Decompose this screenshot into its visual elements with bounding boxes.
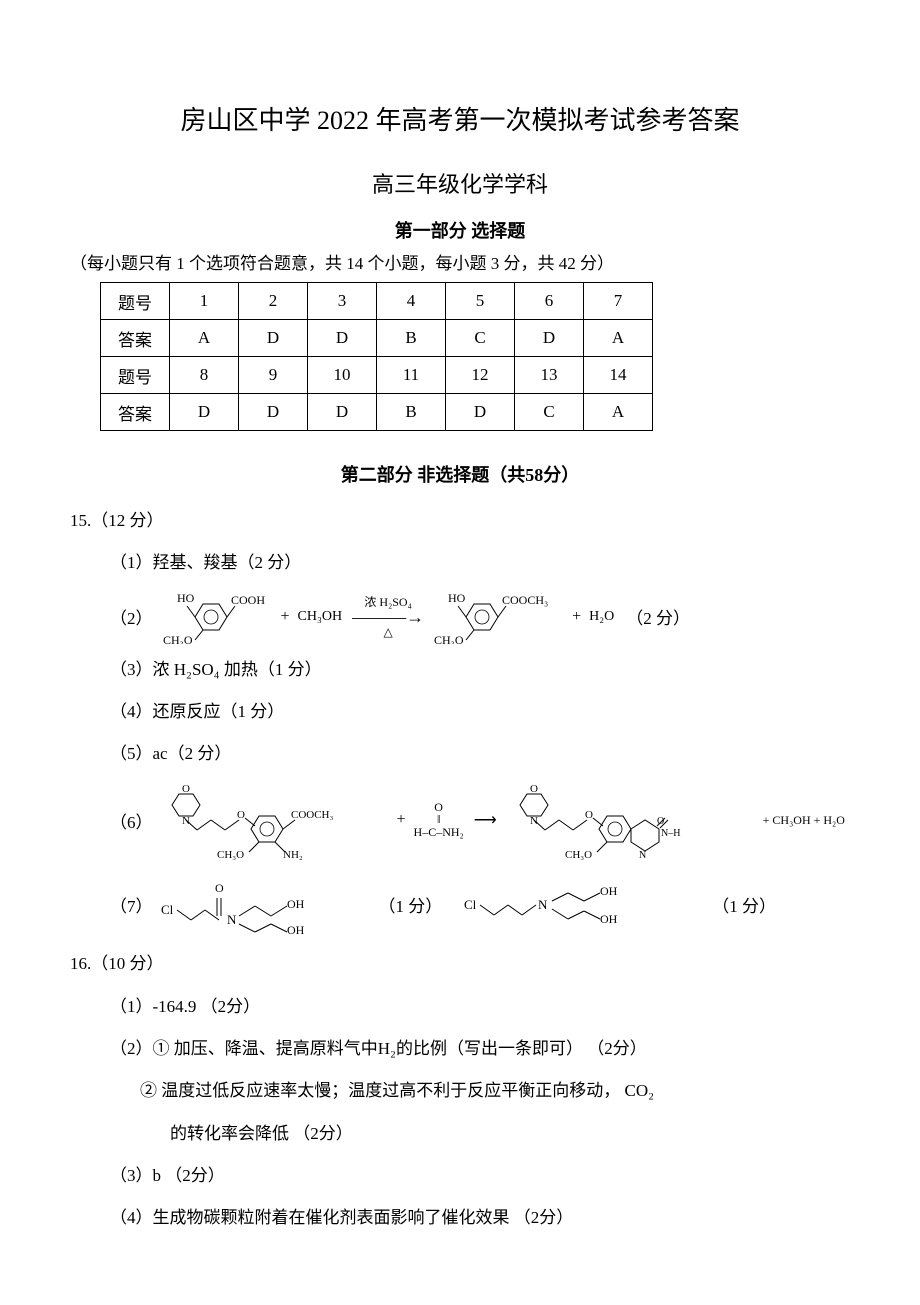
svg-text:N: N (538, 897, 548, 912)
svg-text:OH: OH (287, 897, 305, 911)
table-row: 题号 8 9 10 11 12 13 14 (101, 357, 653, 394)
svg-text:O: O (237, 809, 245, 821)
q16-2b-line2: 的转化率会降低 （2分） (170, 1118, 850, 1150)
arrow-icon: ⟶ (474, 810, 497, 830)
structure-6-product: O N O O N–H N CH₃O (507, 780, 757, 860)
q15-2-label: （2） (110, 604, 153, 629)
part1-instructions: （每小题只有 1 个选项符合题意，共 14 个小题，每小题 3 分，共 42 分… (70, 249, 850, 274)
reaction-arrow: 浓 H₂SO₄ ———→ △ (352, 593, 424, 639)
svg-text:OH: OH (600, 912, 618, 926)
product-tail: + CH₃OH + H₂O (763, 813, 845, 828)
table-row: 答案 A D D B C D A (101, 320, 653, 357)
page-subtitle: 高三年级化学学科 (70, 167, 850, 199)
benzene-reactant-1: HO COOH CH₃O (163, 590, 273, 644)
structure-6-reactant: O N O COOCH₃ CH₃O NH₂ (159, 780, 389, 860)
svg-text:COOCH₃: COOCH₃ (502, 593, 548, 607)
svg-text:O: O (182, 783, 190, 795)
q16-3: （3）b （2分） (110, 1160, 850, 1192)
part2-heading: 第二部分 非选择题（共58分） (70, 461, 850, 487)
points-label: （2 分） (626, 604, 690, 629)
svg-text:CH₃O: CH₃O (217, 849, 244, 860)
q15-3: （3）浓 H₂SO₄ 加热（1 分） (110, 654, 850, 686)
svg-text:N–H: N–H (661, 828, 680, 839)
svg-text:O: O (530, 783, 538, 795)
q15-4: （4）还原反应（1 分） (110, 696, 850, 728)
svg-text:N: N (530, 815, 538, 827)
svg-text:Cl: Cl (161, 902, 174, 917)
page-title: 房山区中学 2022 年高考第一次模拟考试参考答案 (70, 100, 850, 137)
q16-2a: （2）① 加压、降温、提高原料气中H₂的比例（写出一条即可） （2分） (110, 1033, 850, 1065)
plus-icon: + (572, 608, 581, 626)
table-row: 题号 1 2 3 4 5 6 7 (101, 283, 653, 320)
q15-5: （5）ac（2 分） (110, 738, 850, 770)
q16-2b-line1: ② 温度过低反应速率太慢；温度过高不利于反应平衡正向移动， CO₂ (140, 1075, 850, 1107)
q16-1: （1）-164.9 （2分） (110, 991, 850, 1023)
svg-text:COOH: COOH (231, 593, 265, 607)
svg-text:N: N (639, 850, 646, 860)
svg-text:CH₃O: CH₃O (565, 849, 592, 860)
q15-6: （6） O N O COOCH₃ CH₃O NH₂ + O ‖ (110, 780, 850, 860)
q15-7: （7） Cl O N OH OH （1 分） Cl N (110, 874, 850, 934)
svg-text:CH₃O: CH₃O (163, 633, 193, 644)
formamide: O ‖ H–C–NH₂ (414, 801, 464, 840)
row-label: 答案 (101, 320, 170, 357)
svg-text:HO: HO (177, 591, 195, 605)
svg-text:Cl: Cl (464, 897, 477, 912)
row-label: 题号 (101, 283, 170, 320)
svg-text:N: N (182, 815, 190, 827)
q15-1: （1）羟基、羧基（2 分） (110, 547, 850, 579)
svg-text:NH₂: NH₂ (283, 849, 303, 860)
reactant-2: CH₃OH (298, 609, 343, 625)
svg-text:COOCH₃: COOCH₃ (291, 809, 334, 821)
table-row: 答案 D D D B D C A (101, 394, 653, 431)
svg-text:O: O (215, 881, 224, 895)
plus-icon: + (281, 608, 290, 626)
benzene-product-1: HO COOCH₃ CH₃O (434, 590, 564, 644)
svg-text:HO: HO (448, 591, 466, 605)
svg-text:CH₃O: CH₃O (434, 633, 464, 644)
q15-2: （2） HO COOH CH₃O + CH₃OH 浓 H₂SO₄ ———→ △ … (110, 590, 850, 644)
q15-7-label: （7） (110, 892, 153, 917)
row-label: 答案 (101, 394, 170, 431)
q16-header: 16.（10 分） (70, 948, 850, 980)
svg-text:N: N (227, 912, 237, 927)
structure-7a: Cl O N OH OH (159, 874, 359, 934)
points-label: （1 分） (379, 892, 443, 917)
plus-icon: + (397, 811, 406, 829)
product-2: H₂O (589, 609, 614, 625)
answer-table: 题号 1 2 3 4 5 6 7 答案 A D D B C D A 题号 8 9… (100, 282, 653, 431)
row-label: 题号 (101, 357, 170, 394)
q15-6-label: （6） (110, 808, 153, 833)
part1-heading: 第一部分 选择题 (70, 217, 850, 243)
svg-text:O: O (585, 809, 593, 821)
points-label: （1 分） (712, 892, 776, 917)
structure-7b: Cl N OH OH (462, 879, 672, 929)
svg-text:OH: OH (287, 923, 305, 934)
svg-text:OH: OH (600, 884, 618, 898)
q15-header: 15.（12 分） (70, 505, 850, 537)
q16-4: （4）生成物碳颗粒附着在催化剂表面影响了催化效果 （2分） (110, 1202, 850, 1234)
